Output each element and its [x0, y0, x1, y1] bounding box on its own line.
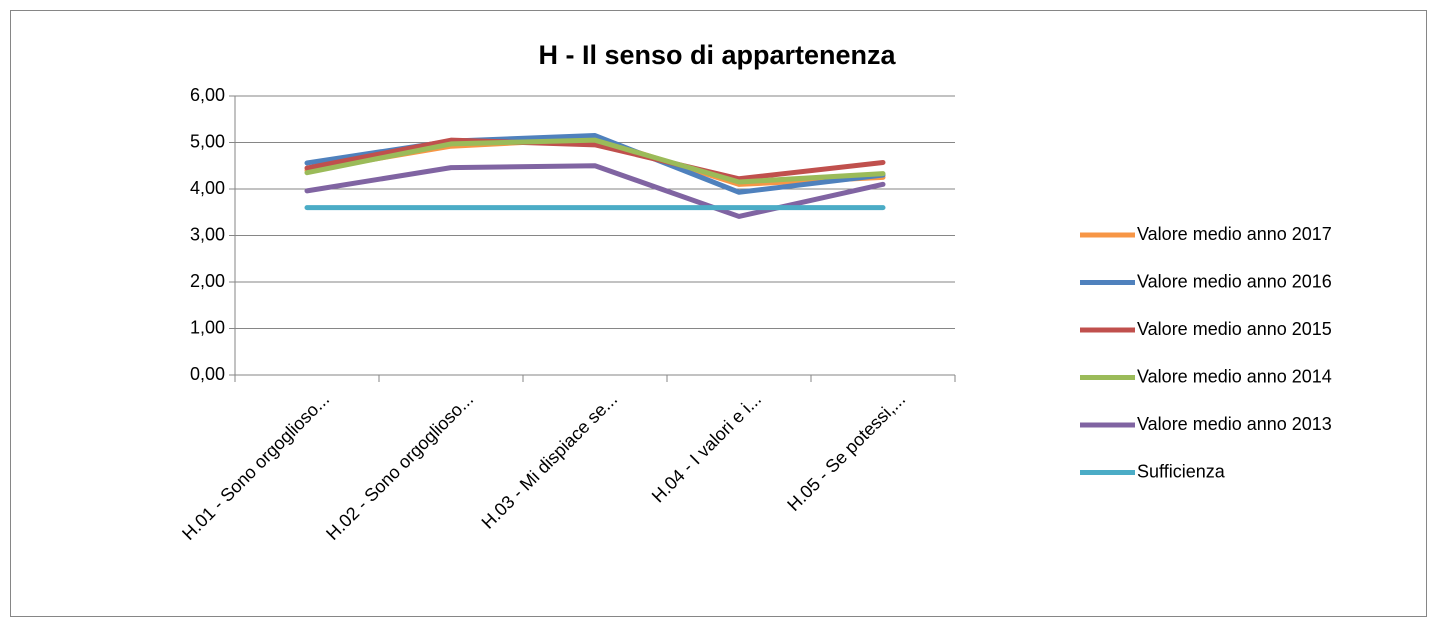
y-tick-label: 5,00 [190, 131, 225, 151]
y-tick-label: 4,00 [190, 178, 225, 198]
legend-label: Valore medio anno 2015 [1137, 319, 1332, 339]
y-tick-label: 2,00 [190, 271, 225, 291]
series-line [304, 137, 886, 185]
series-line [304, 137, 886, 182]
y-tick-label: 3,00 [190, 224, 225, 244]
y-tick-label: 1,00 [190, 317, 225, 337]
legend-label: Valore medio anno 2017 [1137, 224, 1332, 244]
legend-label: Sufficienza [1137, 461, 1226, 481]
y-tick-label: 6,00 [190, 85, 225, 105]
legend-label: Valore medio anno 2014 [1137, 366, 1332, 386]
chart-title: H - Il senso di appartenenza [538, 40, 896, 70]
y-tick-label: 0,00 [190, 364, 225, 384]
legend-label: Valore medio anno 2013 [1137, 414, 1332, 434]
legend-label: Valore medio anno 2016 [1137, 271, 1332, 291]
chart-border [10, 10, 1427, 617]
